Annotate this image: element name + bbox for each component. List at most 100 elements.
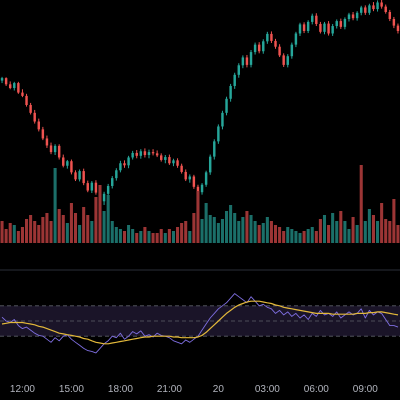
volume-bar (29, 215, 33, 243)
volume-bar (269, 221, 273, 243)
volume-bar (131, 229, 135, 243)
candle-body (147, 152, 151, 155)
candle-body (245, 57, 249, 65)
candle-body (127, 157, 130, 166)
volume-bar (388, 221, 392, 243)
candle-body (355, 12, 359, 19)
x-tick-label: 03:00 (255, 384, 280, 395)
candle-body (262, 41, 265, 52)
volume-bar (151, 233, 155, 243)
volume-bar (347, 229, 351, 243)
candle-body (4, 78, 8, 85)
candle-body (302, 24, 306, 31)
volume-bar (53, 168, 57, 243)
volume-bar (355, 225, 359, 243)
volume-bar (106, 195, 110, 243)
x-tick-label: 18:00 (108, 384, 133, 395)
candle-body (41, 129, 45, 139)
time-axis: 12:0015:0018:0021:002003:0006:0009:0012:… (10, 384, 378, 395)
volume-pane (0, 165, 400, 243)
candle-body (241, 57, 245, 66)
volume-bar (25, 219, 29, 243)
x-tick-label: 15:00 (59, 384, 84, 395)
volume-bar (273, 225, 278, 243)
volume-bar (265, 217, 269, 243)
volume-bar (335, 221, 339, 243)
candle-body (200, 184, 204, 193)
candle-body (311, 15, 314, 22)
candle-body (53, 145, 57, 153)
volume-bar (57, 209, 61, 243)
volume-bar (114, 227, 118, 243)
volume-bar (118, 229, 122, 243)
candle-body (168, 157, 171, 164)
candle-body (131, 152, 134, 158)
candle-body (160, 155, 163, 160)
candle-body (368, 5, 371, 13)
candle-body (372, 5, 375, 10)
volume-bar (257, 225, 261, 243)
x-tick-label: 12:00 (10, 384, 35, 395)
volume-bar (167, 229, 171, 243)
candle-body (151, 152, 155, 154)
volume-bar (351, 217, 355, 243)
candle-body (135, 152, 138, 156)
volume-bar (0, 221, 4, 243)
volume-bar (147, 231, 151, 243)
volume-bar (49, 221, 53, 243)
candle-body (282, 55, 285, 65)
candle-body (253, 44, 257, 53)
oscillator-line (1, 293, 399, 354)
candle-body (278, 46, 281, 56)
candle-body (196, 186, 200, 193)
candle-body (17, 83, 20, 93)
candle-body (74, 172, 77, 180)
volume-bar (237, 221, 241, 243)
candle-body (155, 153, 159, 156)
candle-body (294, 33, 298, 45)
volume-bar (16, 231, 20, 243)
volume-bar (384, 219, 388, 243)
volume-bar (261, 223, 265, 243)
candle-body (37, 121, 40, 130)
volume-bar (396, 225, 400, 243)
volume-bar (233, 213, 237, 243)
x-tick-label: 20 (213, 384, 225, 395)
volume-bar (290, 229, 294, 243)
candle-body (66, 161, 69, 166)
volume-bar (204, 203, 208, 243)
volume-bar (73, 213, 78, 243)
volume-bar (306, 229, 310, 243)
candle-body (70, 161, 73, 173)
volume-bar (302, 231, 306, 243)
volume-bar (65, 223, 69, 243)
volume-bar (98, 185, 102, 243)
candle-body (323, 23, 326, 32)
volume-bar (69, 203, 73, 243)
volume-bar (41, 217, 45, 243)
volume-bar (184, 221, 188, 243)
volume-bar (163, 233, 167, 243)
volume-bar (180, 223, 184, 243)
volume-bar (12, 225, 16, 243)
volume-bar (376, 221, 380, 243)
volume-bar (298, 233, 302, 243)
volume-bar (314, 231, 318, 243)
candle-body (25, 95, 28, 105)
volume-bar (37, 225, 41, 243)
volume-bar (363, 221, 367, 243)
candle-body (119, 163, 122, 171)
candle-body (290, 44, 294, 57)
candle-body (29, 104, 32, 113)
volume-bar (33, 221, 37, 243)
candle-body (270, 33, 273, 41)
candle-body (192, 176, 196, 187)
volume-bar (208, 215, 212, 243)
volume-bar (45, 213, 49, 243)
volume-bar (282, 231, 286, 243)
volume-bar (359, 165, 363, 243)
candle-body (143, 151, 147, 155)
candle-body (331, 26, 334, 34)
volume-bar (229, 205, 233, 243)
volume-bar (143, 227, 147, 243)
